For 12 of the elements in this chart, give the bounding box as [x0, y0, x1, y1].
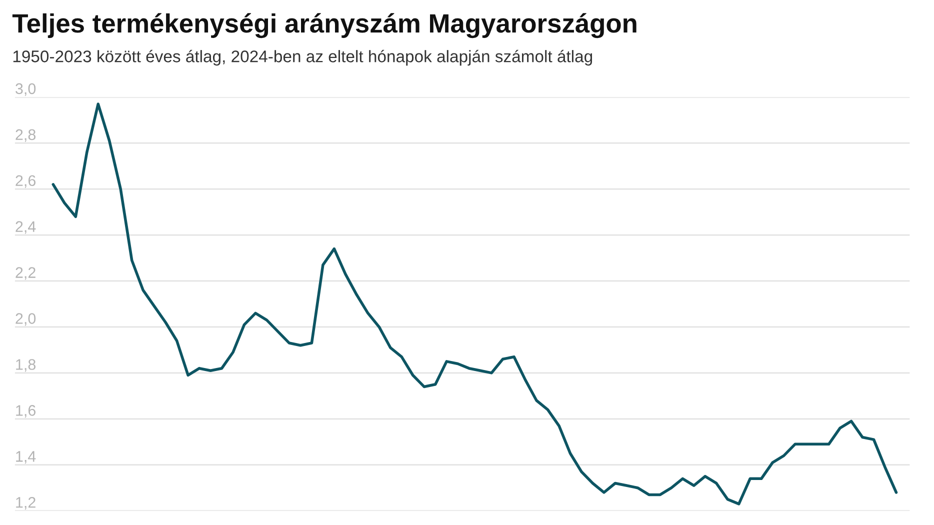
y-tick-label: 2,6: [16, 175, 36, 188]
y-tick-label: 2,0: [16, 313, 36, 326]
y-tick-label: 1,4: [16, 451, 36, 464]
y-tick-label: 1,8: [16, 359, 36, 372]
chart-subtitle: 1950-2023 között éves átlag, 2024-ben az eltelt hónapok alapján számolt átlag: [13, 50, 592, 66]
y-tick-label: 1,2: [16, 496, 36, 510]
y-tick-label: 2,4: [16, 221, 36, 234]
y-tick-label: 1,6: [16, 405, 36, 418]
chart-title: Teljes termékenységi arányszám Magyarországon: [12, 13, 636, 38]
y-tick-label: 2,2: [16, 267, 36, 280]
y-tick-label: 3,0: [16, 83, 36, 96]
y-tick-label: 2,8: [16, 129, 36, 142]
